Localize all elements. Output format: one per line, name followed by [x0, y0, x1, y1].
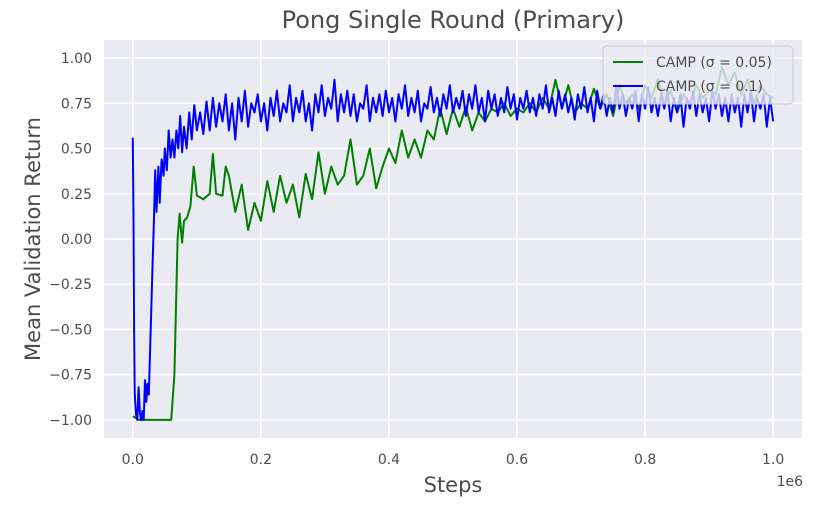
legend: CAMP (σ = 0.05) CAMP (σ = 0.1) — [602, 45, 794, 105]
legend-label-1: CAMP (σ = 0.05) — [656, 55, 772, 71]
y-tick-label: −0.50 — [49, 322, 92, 338]
y-tick-label: 0.75 — [61, 96, 92, 112]
x-axis-offset-label: 1e6 — [777, 474, 804, 490]
x-tick-label: 0.8 — [634, 452, 656, 468]
series-line-2 — [131, 78, 775, 421]
y-axis-label: Mean Validation Return — [21, 117, 45, 361]
y-tick-label: 0.50 — [61, 142, 92, 158]
x-axis-ticks: 0.0 0.2 0.4 0.6 0.8 1.0 — [122, 452, 785, 468]
y-tick-label: −0.75 — [49, 368, 92, 384]
y-tick-label: 1.00 — [61, 51, 92, 67]
y-tick-label: 0.00 — [61, 232, 92, 248]
x-tick-label: 0.0 — [122, 452, 144, 468]
x-axis-label: Steps — [424, 473, 483, 497]
legend-box — [602, 45, 794, 105]
legend-label-2: CAMP (σ = 0.1) — [656, 79, 763, 95]
x-tick-label: 0.6 — [506, 452, 528, 468]
x-tick-label: 0.4 — [378, 452, 400, 468]
x-tick-label: 1.0 — [762, 452, 784, 468]
x-tick-label: 0.2 — [250, 452, 272, 468]
y-axis-ticks: −1.00 −0.75 −0.50 −0.25 0.00 0.25 0.50 0.75 1.00 — [49, 51, 92, 429]
y-tick-label: −1.00 — [49, 413, 92, 429]
chart-title: Pong Single Round (Primary) — [282, 6, 625, 34]
y-tick-label: −0.25 — [49, 277, 92, 293]
y-tick-label: 0.25 — [61, 187, 92, 203]
